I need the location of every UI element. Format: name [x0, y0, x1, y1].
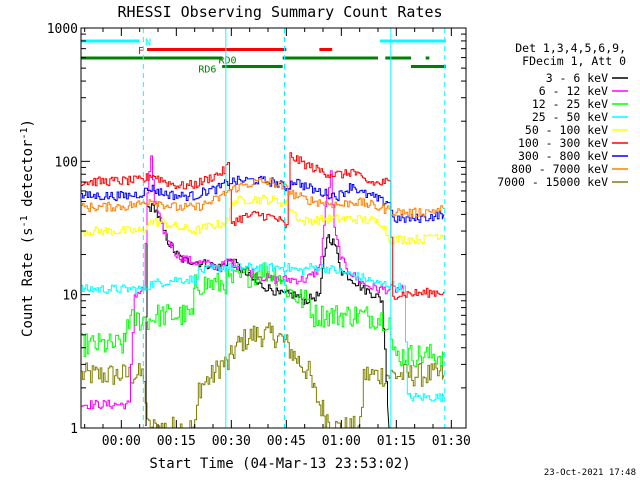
flag-label-rd6: RD6: [198, 64, 216, 75]
legend-header-line: FDecim 1, Att 0: [522, 54, 626, 68]
x-tick-label: 00:00: [102, 434, 141, 449]
y-tick-label: 1: [70, 422, 78, 437]
y-axis-label: Count Rate (s-1 detector-1): [19, 119, 36, 337]
y-axis-label-mid: detector: [20, 140, 36, 216]
legend-entry-label: 100 - 300 keV: [518, 136, 608, 150]
plot-border: [80, 27, 467, 429]
legend-entry-label: 50 - 100 keV: [525, 123, 608, 137]
vertical-markers-layer: [142, 28, 446, 428]
legend-entry-label: 300 - 800 keV: [518, 149, 608, 163]
footer-date: 23-Oct-2021 17:48: [544, 468, 636, 478]
y-tick-label: 10: [62, 289, 78, 304]
series-12-25-kev-line: [81, 262, 445, 368]
legend-entry-label: 800 - 7000 keV: [511, 162, 608, 176]
legend-entry-label: 7000 - 15000 keV: [497, 175, 608, 189]
y-axis-label-end: ): [20, 119, 36, 127]
legend-header-line: Det 1,3,4,5,6,9,: [515, 41, 626, 55]
flag-label-n: N: [145, 38, 151, 49]
series-100-300-kev-line: [81, 152, 445, 300]
y-axis-label-sup2: -1: [19, 127, 30, 139]
series-300-800-kev-line: [81, 175, 445, 223]
x-tick-label: 00:45: [267, 434, 306, 449]
x-tick-label: 00:30: [212, 434, 251, 449]
tick-marks: 00:00 00:15 00:30 00:45 01:00 01:15 01:30 1 10 10…: [47, 22, 471, 449]
series-layer: [81, 152, 445, 428]
x-axis-label: Start Time (04-Mar-13 23:53:02): [149, 456, 410, 472]
series-7000-15000-kev-line: [81, 322, 445, 428]
y-tick-label: 1000: [47, 22, 78, 37]
legend-entry-label: 3 - 6 keV: [546, 71, 608, 85]
legend-entry-label: 25 - 50 keV: [532, 110, 608, 124]
legend-entry-label: 12 - 25 keV: [532, 97, 608, 111]
x-tick-label: 01:00: [322, 434, 361, 449]
y-axis-label-sup1: -1: [19, 215, 30, 227]
x-tick-label: 00:15: [157, 434, 196, 449]
legend-entry-label: 6 - 12 keV: [539, 84, 608, 98]
y-tick-label: 100: [55, 155, 78, 170]
plot-frame: [80, 27, 467, 429]
x-tick-label: 01:15: [377, 434, 416, 449]
series-3-6-kev-line: [145, 203, 390, 428]
flag-label-rd0: RD0: [219, 56, 237, 67]
series-50-100-kev-line: [81, 194, 445, 245]
series-800-7000-kev-line: [81, 177, 445, 218]
y-axis-label-main: Count Rate (s: [20, 227, 36, 337]
x-tick-label: 01:30: [432, 434, 471, 449]
chart-title: RHESSI Observing Summary Count Rates: [117, 3, 442, 21]
legend: Det 1,3,4,5,6,9,FDecim 1, Att 0 3 - 6 keV…: [497, 41, 628, 189]
flag-label-f: F: [138, 46, 144, 57]
series-25-50-kev-line: [81, 262, 445, 403]
